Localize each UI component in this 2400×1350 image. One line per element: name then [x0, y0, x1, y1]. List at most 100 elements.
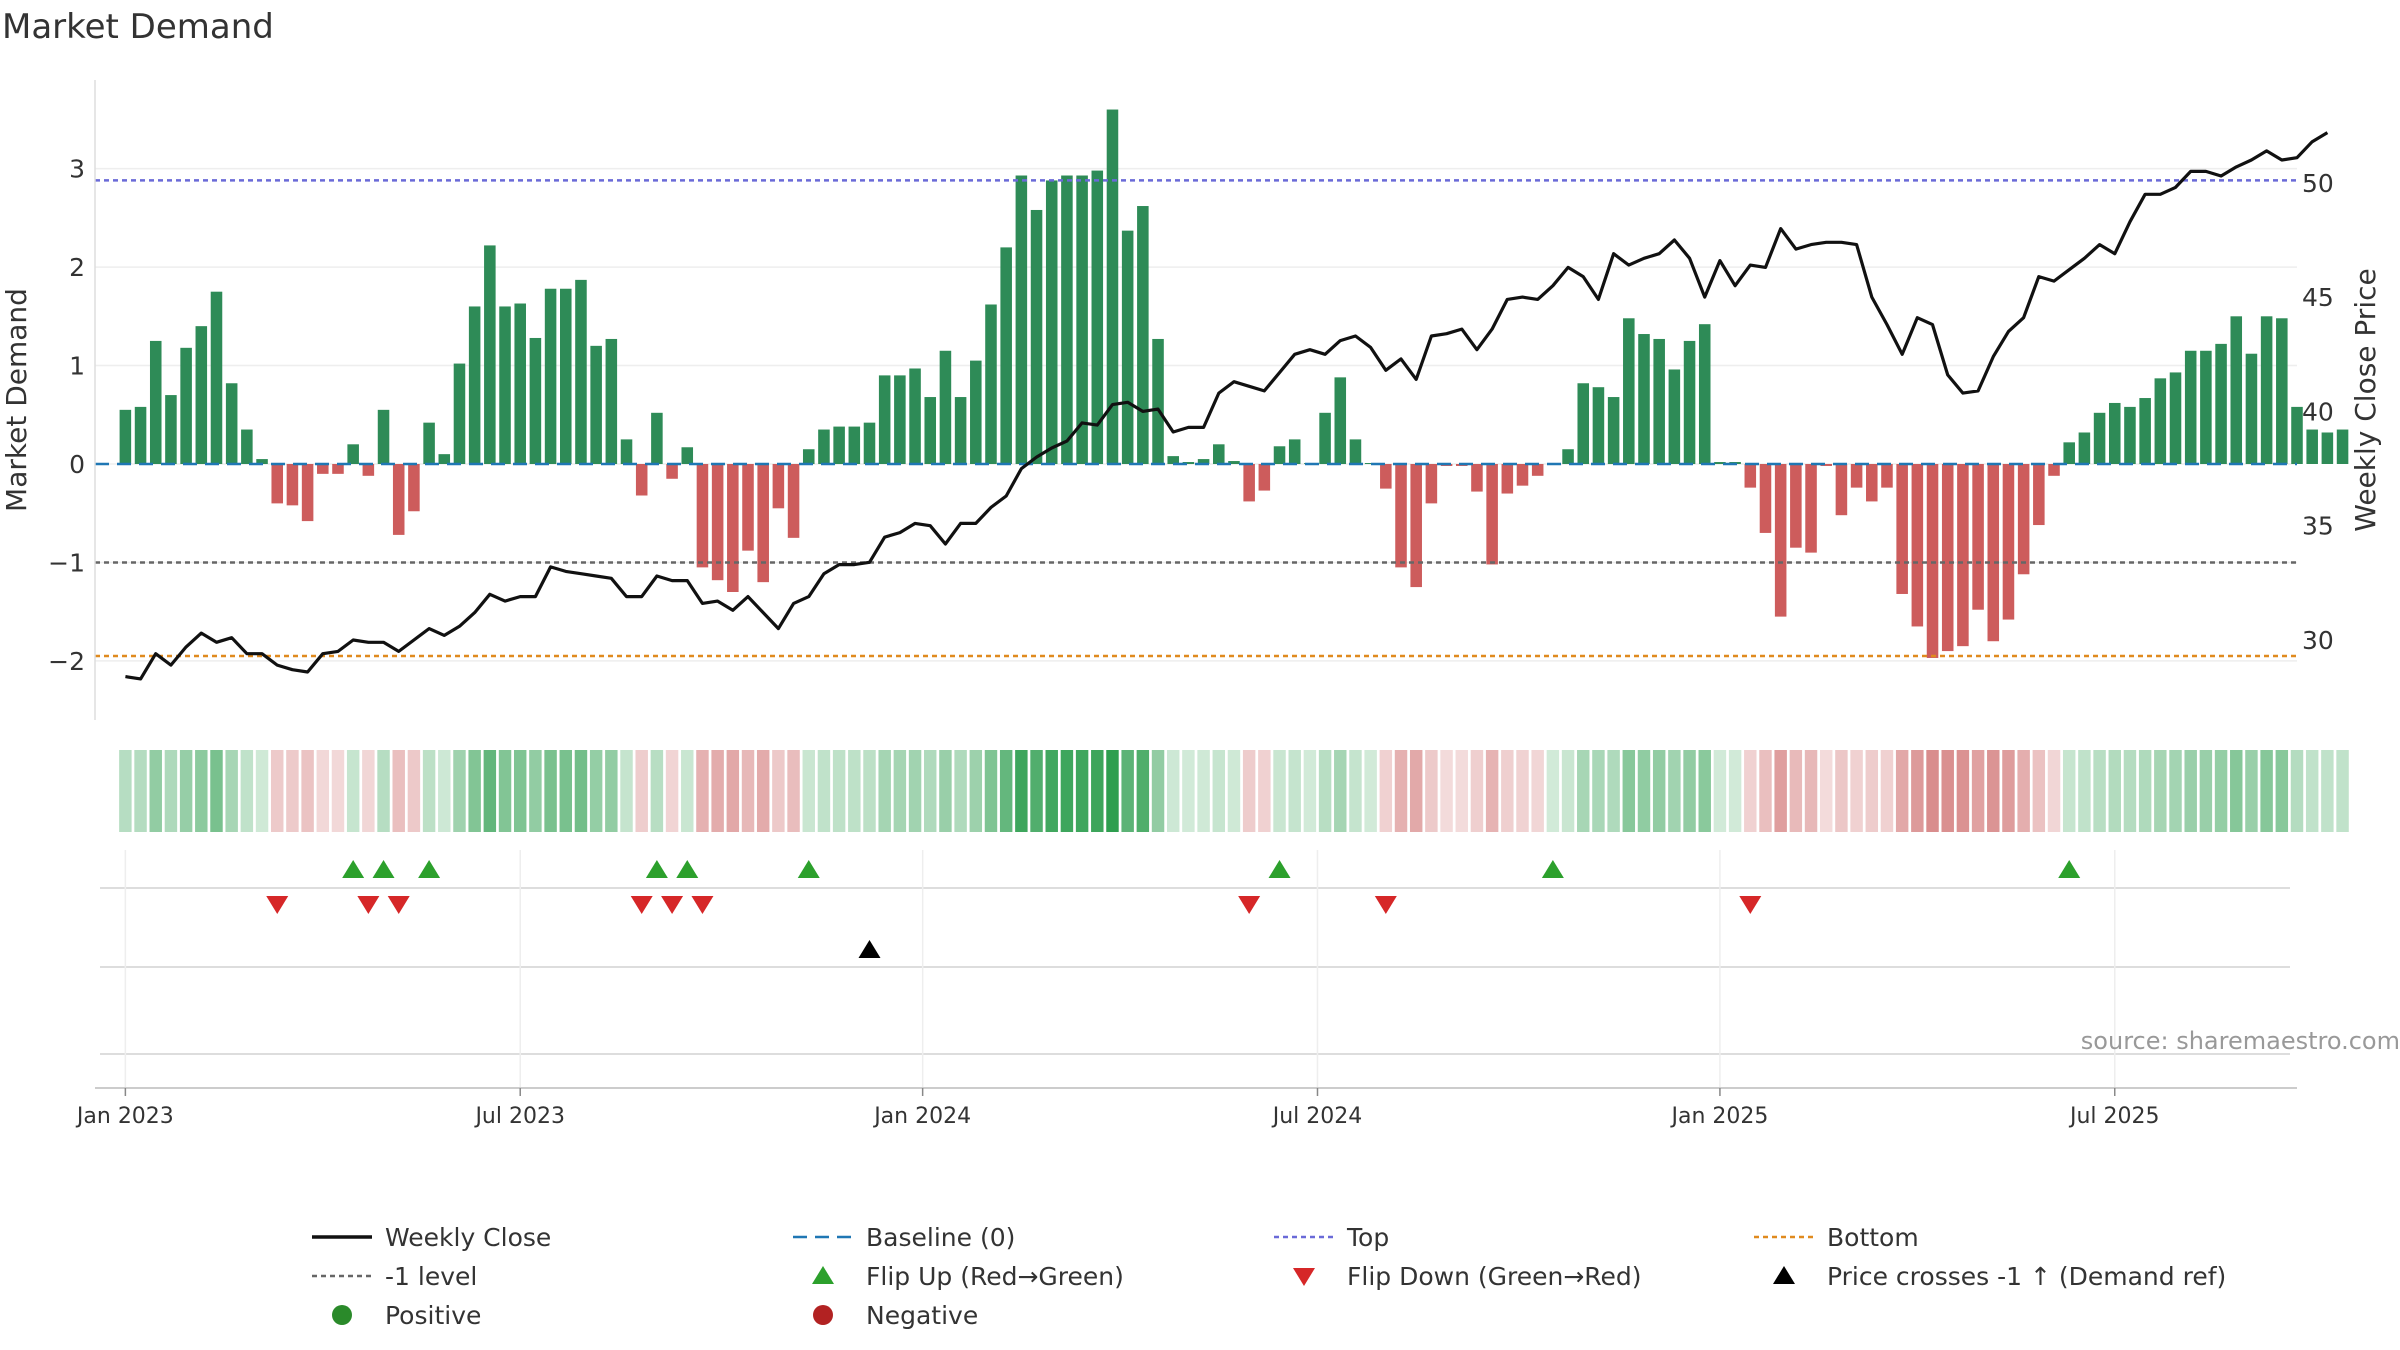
- strip-cell: [665, 750, 679, 832]
- strip-cell: [2138, 750, 2152, 832]
- demand-bar: [1607, 397, 1620, 464]
- demand-bar: [1410, 464, 1422, 588]
- demand-bar: [1698, 324, 1711, 464]
- strip-cell: [255, 750, 269, 832]
- demand-bar: [1319, 412, 1331, 464]
- strip-cell: [1622, 750, 1636, 832]
- demand-bar: [1881, 464, 1893, 488]
- strip-cell: [1865, 750, 1879, 832]
- strip-cell: [2017, 750, 2030, 832]
- strip-cell: [331, 750, 345, 832]
- strip-cell: [1987, 750, 2000, 832]
- demand-bar: [681, 447, 694, 464]
- strip-cell: [620, 750, 633, 832]
- demand-bar: [195, 326, 208, 464]
- demand-bar: [1228, 461, 1240, 464]
- demand-bar: [423, 422, 435, 464]
- legend-cross-swatch: [1773, 1266, 1795, 1284]
- demand-bar: [225, 383, 238, 464]
- weekly-close-line: [125, 131, 2329, 681]
- demand-bar: [848, 426, 861, 464]
- strip-cell: [1182, 750, 1195, 832]
- reference-lines: [95, 179, 2297, 658]
- strip-cell: [2002, 750, 2015, 832]
- legend-label: Bottom: [1827, 1223, 1919, 1252]
- flip-up-marker: [676, 860, 699, 878]
- strip-cell: [605, 750, 618, 832]
- demand-bar: [1592, 387, 1605, 464]
- demand-bar: [1425, 464, 1438, 504]
- demand-bar: [894, 375, 906, 464]
- demand-bar: [134, 406, 147, 464]
- strip-cell: [2123, 750, 2137, 832]
- strip-cell: [438, 750, 451, 832]
- strip-cell: [635, 750, 648, 832]
- demand-bar: [119, 409, 132, 464]
- demand-bar: [286, 464, 299, 506]
- demand-bar: [210, 291, 223, 464]
- strip-cell: [453, 750, 466, 832]
- demand-bar: [2230, 316, 2243, 464]
- demand-bar: [1000, 247, 1012, 464]
- demand-bar: [362, 464, 375, 476]
- strip-cell: [1971, 750, 1985, 832]
- strip-cell: [954, 750, 967, 832]
- strip-cell: [498, 750, 512, 832]
- demand-bar: [332, 464, 344, 474]
- strip-cell: [1288, 750, 1301, 832]
- strip-cell: [1804, 750, 1818, 832]
- strip-cell: [1212, 750, 1226, 832]
- strip-cell: [1501, 750, 1514, 832]
- demand-bar: [1106, 109, 1119, 465]
- demand-bar: [2276, 318, 2288, 464]
- strip-cell: [711, 750, 724, 832]
- strip-cell: [1698, 750, 1711, 832]
- strip-cell: [362, 750, 375, 832]
- demand-bar: [1941, 464, 1954, 652]
- strip-cell: [1820, 750, 1833, 832]
- strip-cell: [2321, 750, 2334, 832]
- legend-flip-down-swatch: [1293, 1268, 1315, 1286]
- demand-bar: [1288, 439, 1301, 464]
- demand-bar: [1273, 446, 1286, 464]
- legend-label: -1 level: [385, 1262, 477, 1291]
- demand-bar: [1866, 464, 1878, 502]
- strip-cell: [1075, 750, 1089, 832]
- y2-tick-label: 45: [2302, 283, 2334, 312]
- legend-flip-up-swatch: [812, 1266, 834, 1284]
- strip-cell: [1637, 750, 1651, 832]
- strip-cell: [1926, 750, 1939, 832]
- strip-cell: [1121, 750, 1134, 832]
- demand-bar: [2139, 398, 2151, 464]
- demand-bar: [2306, 429, 2318, 464]
- demand-bar: [2169, 372, 2182, 464]
- strip-cell: [1440, 750, 1453, 832]
- demand-bar: [772, 464, 785, 509]
- strip-cell: [1425, 750, 1438, 832]
- demand-bar: [1926, 464, 1939, 658]
- axes: −2 −1 0 1 2 3 30 35 40 45 50: [48, 80, 2334, 720]
- legend-label: Price crosses -1 ↑ (Demand ref): [1827, 1262, 2226, 1291]
- y-tick-label: 2: [69, 253, 85, 282]
- demand-bar: [802, 449, 815, 464]
- strip-cell: [164, 750, 178, 832]
- strip-cell: [1455, 750, 1468, 832]
- demand-bar: [2048, 464, 2060, 476]
- legend-label: Flip Down (Green→Red): [1347, 1262, 1642, 1291]
- strip-cell: [772, 750, 785, 832]
- strip-cell: [1242, 750, 1256, 832]
- strip-cell: [1850, 750, 1863, 832]
- strip-cell: [1409, 750, 1423, 832]
- legend-label: Weekly Close: [385, 1223, 551, 1252]
- demand-bar: [1653, 338, 1665, 464]
- legend-label: Baseline (0): [866, 1223, 1015, 1252]
- demand-bar: [635, 464, 648, 496]
- strip-cell: [407, 750, 421, 832]
- strip-cell: [1652, 750, 1666, 832]
- demand-bar: [2154, 378, 2167, 464]
- demand-bar: [833, 426, 845, 464]
- demand-bar: [985, 304, 997, 464]
- strip-cell: [756, 750, 770, 832]
- demand-bar: [1213, 444, 1225, 464]
- demand-bar: [757, 464, 769, 583]
